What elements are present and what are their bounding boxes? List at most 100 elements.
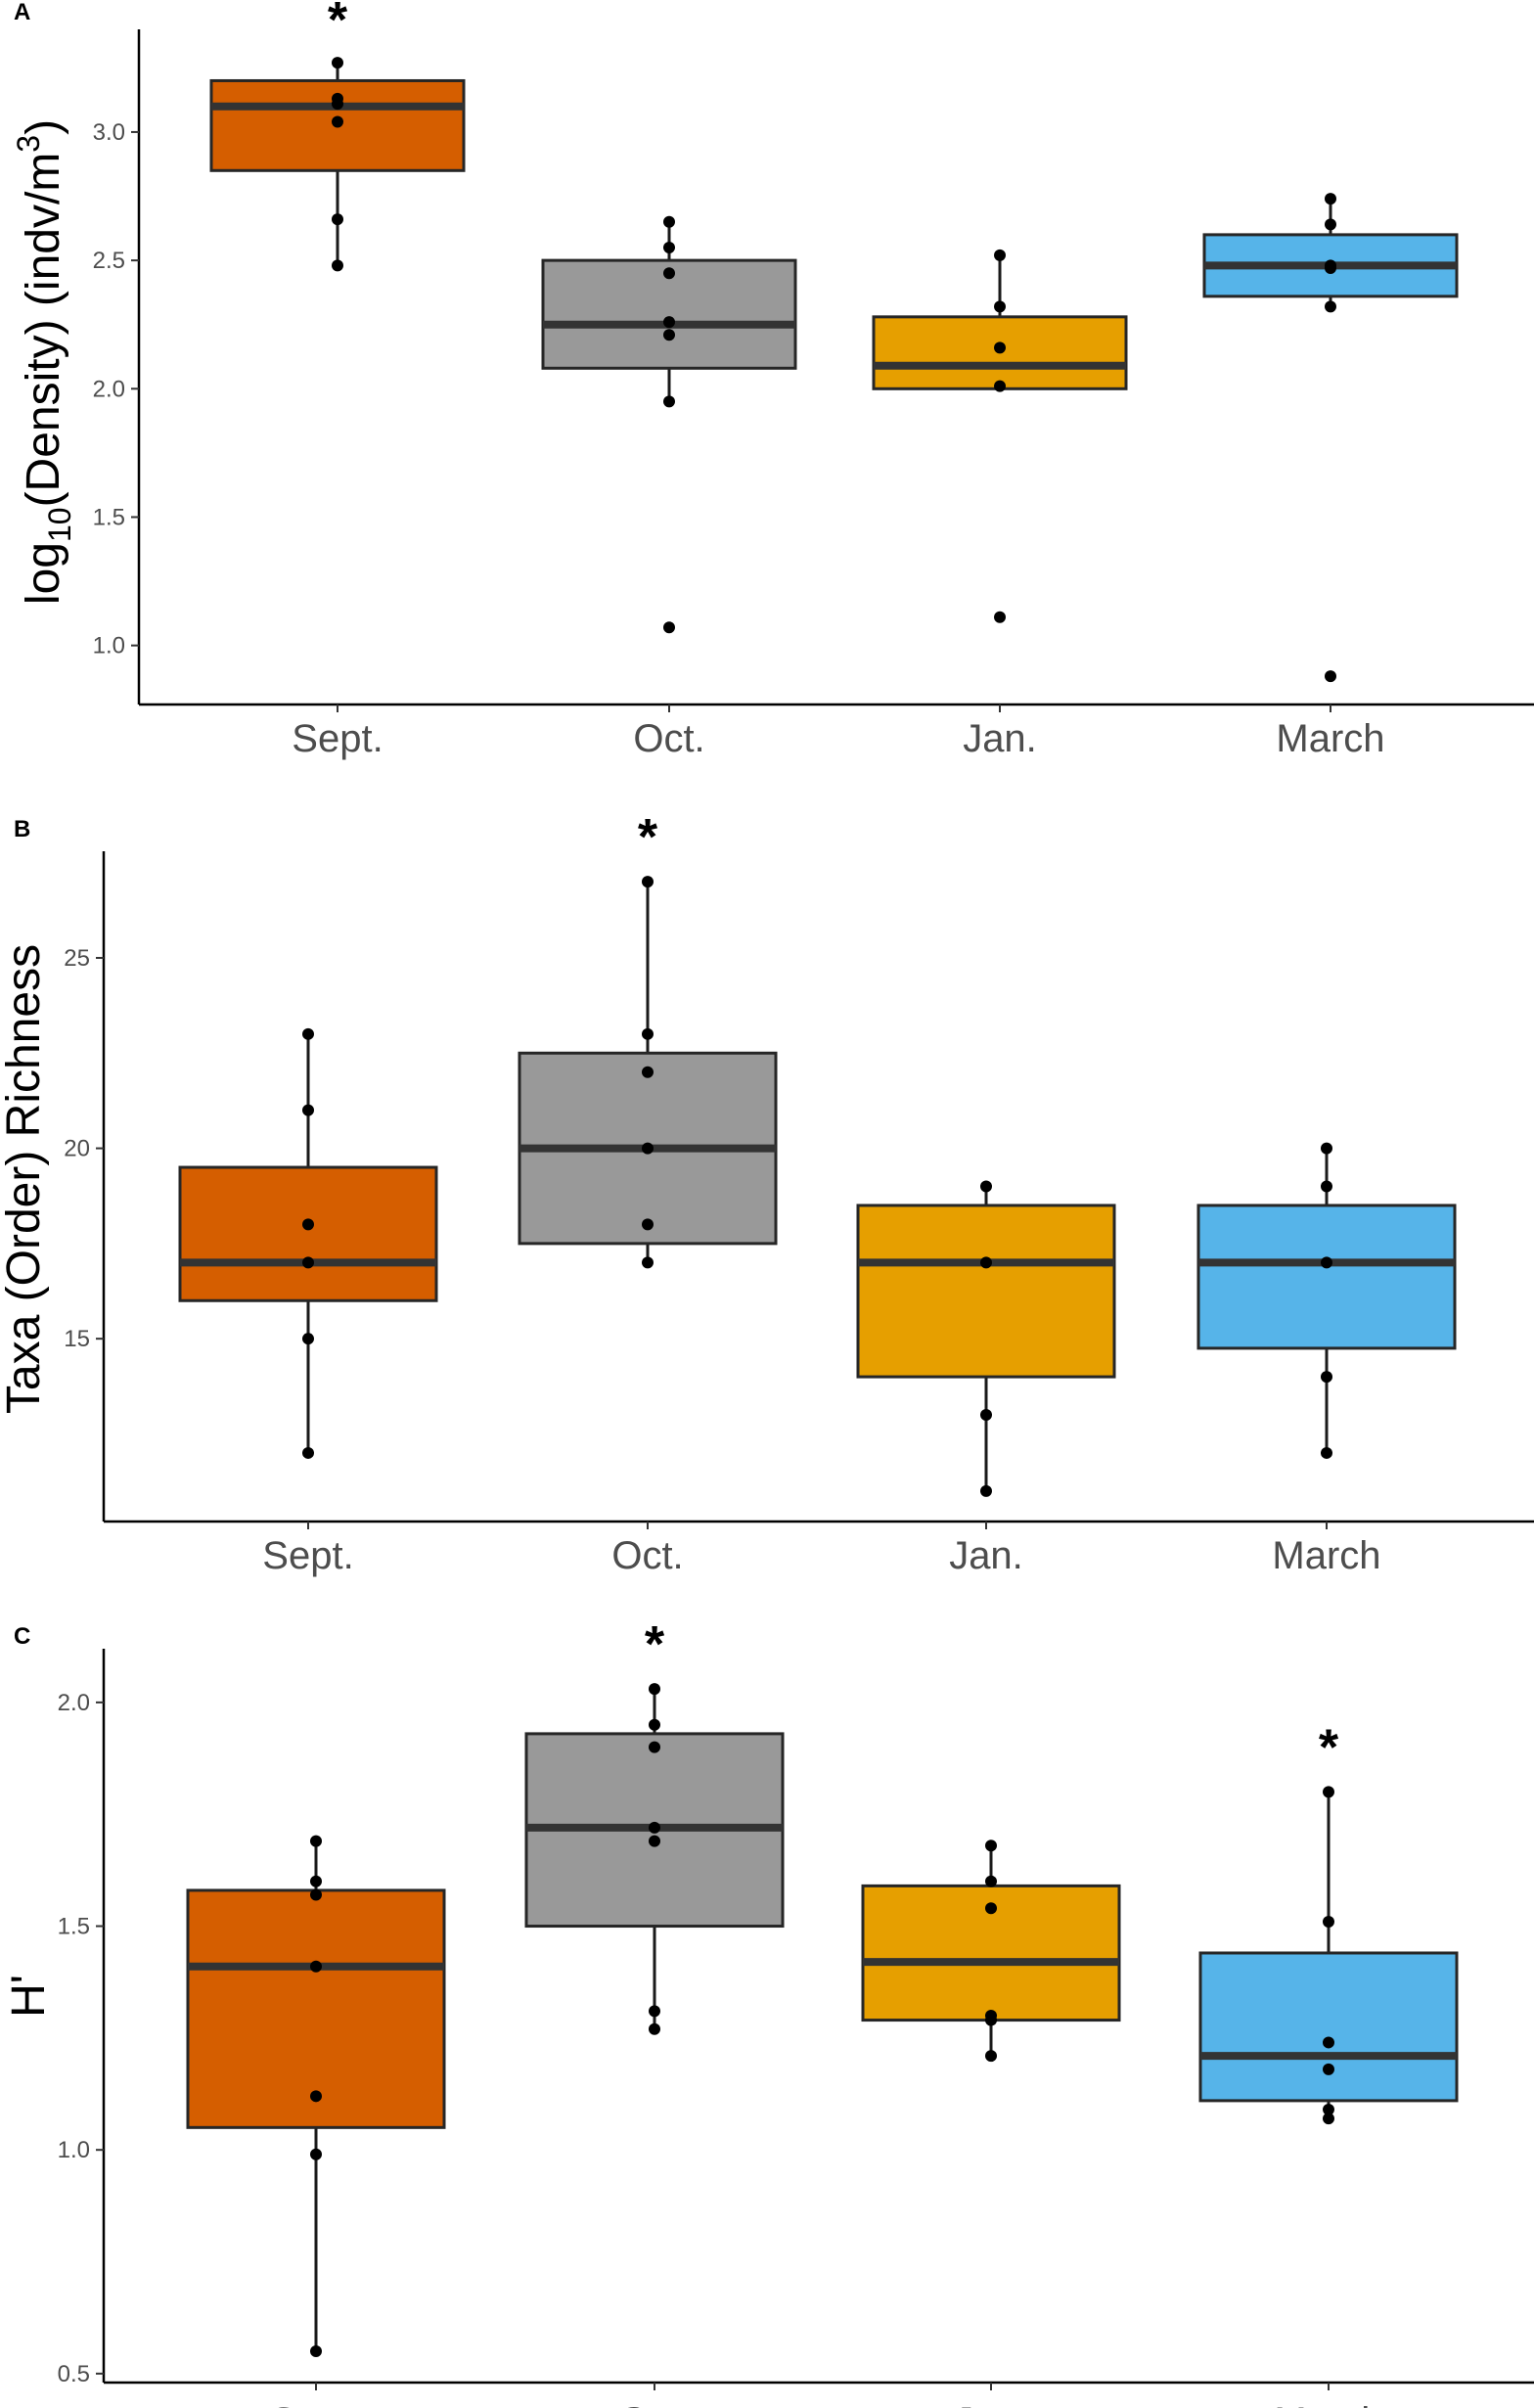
data-point	[1325, 193, 1336, 205]
data-point	[663, 215, 675, 228]
x-tick-label: Jan.	[963, 717, 1037, 760]
panel-b-letter: B	[14, 816, 30, 842]
data-point	[980, 1484, 992, 1497]
y-tick-label: 2.0	[93, 376, 125, 402]
x-tick-label: Oct.	[611, 1534, 683, 1577]
data-point	[310, 1960, 322, 1973]
data-point	[642, 1256, 654, 1269]
data-point	[994, 341, 1006, 354]
significance-star: *	[645, 1616, 665, 1673]
x-tick-label: March	[1274, 2400, 1382, 2408]
data-point	[985, 2050, 997, 2063]
data-point	[1325, 261, 1336, 274]
x-tick-label: Sept.	[270, 2400, 361, 2408]
data-point	[332, 98, 343, 111]
data-point	[985, 2014, 997, 2026]
y-tick-label: 25	[64, 945, 90, 972]
box-sept	[186, 1888, 446, 2129]
data-point	[302, 1027, 314, 1040]
data-point	[1323, 1915, 1334, 1928]
y-tick-label: 3.0	[93, 119, 125, 146]
x-tick-label: March	[1272, 1534, 1380, 1577]
y-tick-label: 1.5	[58, 1914, 90, 1940]
data-point	[985, 1840, 997, 1852]
data-point	[649, 2005, 660, 2018]
data-point	[642, 1066, 654, 1078]
data-point	[663, 267, 675, 280]
data-point	[1321, 1371, 1332, 1384]
data-point	[1321, 1142, 1332, 1155]
panel-b-plot: 15 20 25 Sept. Oct. * Jan. March	[64, 809, 1534, 1577]
y-tick-label: 2.5	[93, 248, 125, 274]
box-march	[1196, 1204, 1457, 1350]
data-point	[310, 1875, 322, 1887]
data-point	[1325, 300, 1336, 313]
x-tick-label: March	[1276, 717, 1384, 760]
box-march	[1198, 1951, 1459, 2103]
data-point	[332, 57, 343, 69]
box-jan	[856, 1204, 1116, 1379]
data-point	[302, 1218, 314, 1231]
data-point	[649, 1683, 660, 1696]
data-point	[994, 249, 1006, 261]
data-point	[642, 1027, 654, 1040]
data-point	[663, 316, 675, 329]
panel-a: A log10(Density) (indv/m3) 1.0 1.5 2.0 2.5 3…	[11, 0, 1534, 760]
significance-star: *	[1319, 1719, 1339, 1776]
data-point	[1323, 2104, 1334, 2116]
data-point	[1325, 218, 1336, 231]
x-tick-label: Oct.	[618, 2400, 690, 2408]
data-point	[302, 1446, 314, 1459]
data-point	[310, 1835, 322, 1847]
data-point	[663, 395, 675, 408]
data-point	[1323, 2113, 1334, 2125]
data-point	[1323, 1786, 1334, 1798]
data-point	[310, 2090, 322, 2103]
panel-a-plot: 1.0 1.5 2.0 2.5 3.0 Sept. * Oct. Jan. March	[93, 0, 1534, 760]
panel-c: C H' 0.5 1.0 1.5 2.0 Sept. Oct. * Jan. March *	[3, 1616, 1534, 2408]
data-point	[663, 621, 675, 634]
data-point	[642, 1218, 654, 1231]
data-point	[302, 1333, 314, 1345]
data-point	[663, 329, 675, 341]
y-tick-label: 2.0	[58, 1690, 90, 1716]
x-tick-label: Sept.	[292, 717, 383, 760]
significance-star: *	[328, 0, 348, 49]
panel-b: B Taxa (Order) Richness 15 20 25 Sept. Oct. *…	[0, 809, 1534, 1577]
data-point	[649, 1835, 660, 1847]
x-tick-label: Sept.	[262, 1534, 353, 1577]
x-tick-label: Jan.	[954, 2400, 1028, 2408]
x-tick-label: Jan.	[949, 1534, 1023, 1577]
data-point	[649, 2022, 660, 2035]
data-point	[994, 380, 1006, 392]
data-point	[649, 1741, 660, 1753]
y-tick-label: 20	[64, 1136, 90, 1162]
data-point	[1323, 2036, 1334, 2049]
data-point	[980, 1256, 992, 1269]
data-point	[1321, 1180, 1332, 1193]
panel-c-letter: C	[14, 1623, 30, 1650]
y-tick-label: 1.5	[93, 504, 125, 530]
x-tick-label: Oct.	[633, 717, 704, 760]
data-point	[302, 1104, 314, 1116]
panel-b-ylabel: Taxa (Order) Richness	[0, 944, 50, 1414]
data-point	[985, 1875, 997, 1887]
data-point	[994, 611, 1006, 623]
y-tick-label: 0.5	[58, 2361, 90, 2387]
data-point	[1325, 670, 1336, 683]
data-point	[332, 213, 343, 226]
data-point	[649, 1718, 660, 1731]
data-point	[649, 1821, 660, 1834]
data-point	[980, 1180, 992, 1193]
data-point	[1323, 2063, 1334, 2075]
significance-star: *	[638, 809, 658, 866]
panel-a-letter: A	[14, 0, 30, 25]
data-point	[310, 1888, 322, 1901]
box-sept	[178, 1165, 438, 1302]
y-tick-label: 1.0	[58, 2137, 90, 2163]
data-point	[1321, 1256, 1332, 1269]
panel-c-plot: 0.5 1.0 1.5 2.0 Sept. Oct. * Jan. March *	[58, 1616, 1534, 2408]
y-tick-label: 1.0	[93, 633, 125, 659]
data-point	[310, 2344, 322, 2357]
